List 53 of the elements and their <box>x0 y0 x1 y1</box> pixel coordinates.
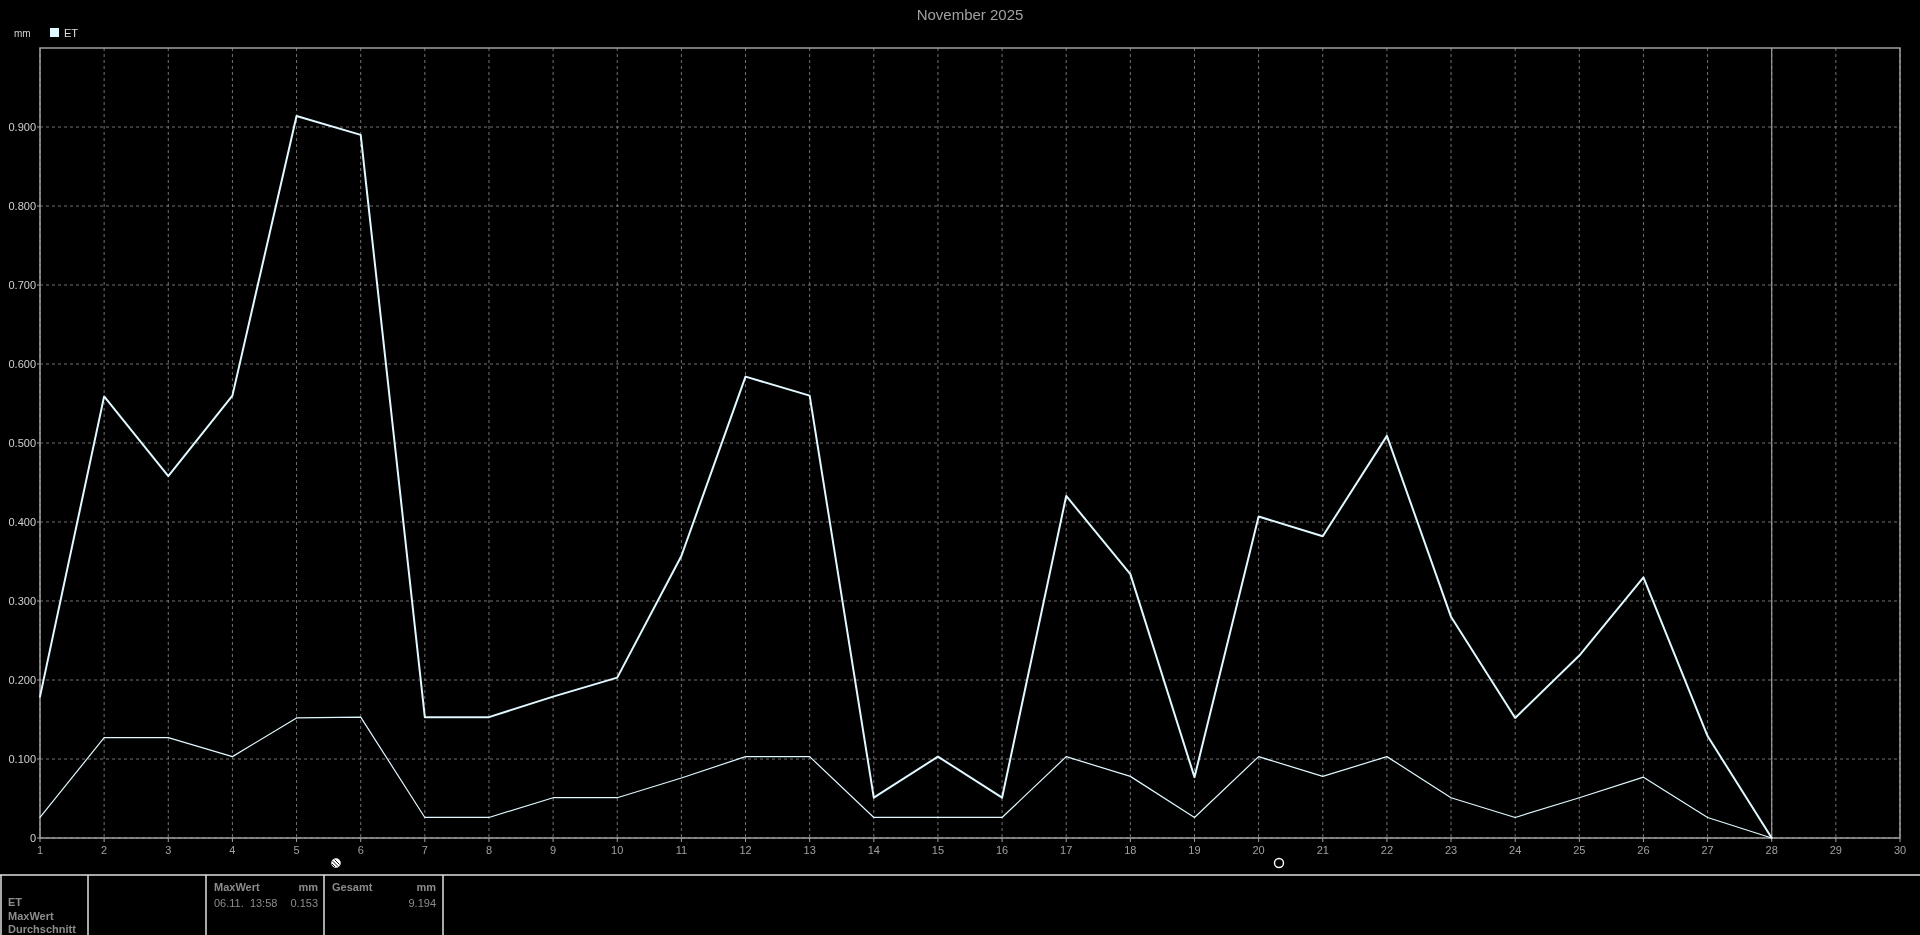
x-tick-label: 23 <box>1444 844 1458 856</box>
x-tick-label: 15 <box>931 844 945 856</box>
x-tick-label: 12 <box>739 844 752 856</box>
x-tick-label: 2 <box>101 844 108 856</box>
x-tick-label: 3 <box>165 844 172 856</box>
y-tick-label: 0.500 <box>8 437 36 449</box>
y-tick-label: 0.700 <box>8 279 36 291</box>
text: 9.194 <box>408 897 436 909</box>
x-tick-label: 18 <box>1124 844 1137 856</box>
text: MaxWert <box>214 881 260 893</box>
y-tick-label: 0.100 <box>8 753 36 765</box>
y-tick-label: 0.200 <box>8 674 36 686</box>
y-tick-label: 0.300 <box>8 595 36 607</box>
y-axis-title: mm <box>14 28 31 39</box>
text: 06.11. 13:58 <box>214 897 278 909</box>
text: 0.153 <box>290 897 318 909</box>
y-tick-label: 0.400 <box>8 516 36 528</box>
x-tick-label: 14 <box>867 844 880 856</box>
x-tick-label: 20 <box>1252 844 1265 856</box>
x-tick-label: 24 <box>1509 844 1522 856</box>
text: Durchschnitt <box>8 923 77 935</box>
x-tick-label: 4 <box>229 844 236 856</box>
x-tick-label: 11 <box>675 844 688 856</box>
y-tick-label: 0 <box>29 832 36 844</box>
x-tick-label: 1 <box>36 844 44 856</box>
text: Gesamt <box>332 881 373 893</box>
y-tick-label: 0.900 <box>8 121 36 133</box>
x-tick-label: 7 <box>421 844 428 856</box>
text: MaxWert <box>8 910 54 922</box>
x-tick-label: 26 <box>1637 844 1650 856</box>
x-tick-label: 17 <box>1060 844 1073 856</box>
x-tick-label: 5 <box>293 844 300 856</box>
text: mm <box>298 881 319 893</box>
text: mm <box>416 881 437 893</box>
x-tick-label: 22 <box>1380 844 1394 856</box>
x-tick-label: 13 <box>803 844 816 856</box>
x-tick-label: 27 <box>1701 844 1714 856</box>
x-tick-label: 10 <box>611 844 624 856</box>
x-tick-label: 29 <box>1829 844 1842 856</box>
x-tick-label: 25 <box>1573 844 1586 856</box>
x-tick-label: 6 <box>357 844 364 856</box>
x-tick-label: 30 <box>1893 844 1907 856</box>
x-tick-label: 9 <box>550 844 557 856</box>
x-tick-label: 28 <box>1765 844 1778 856</box>
legend-label: ET <box>64 27 79 39</box>
x-tick-label: 16 <box>995 844 1009 856</box>
y-tick-label: 0.800 <box>8 200 36 212</box>
x-tick-label: 21 <box>1316 844 1329 856</box>
chart-title: November 2025 <box>916 6 1024 23</box>
x-tick-label: 8 <box>485 844 493 856</box>
x-tick-label: 19 <box>1188 844 1201 856</box>
y-tick-label: 0.600 <box>8 358 36 370</box>
text: ET <box>8 896 23 908</box>
